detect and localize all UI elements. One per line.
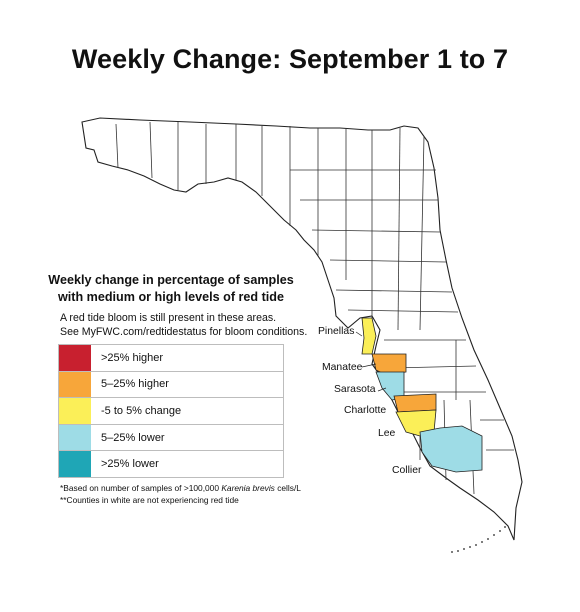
legend-table: >25% higher 5–25% higher -5 to 5% change… [58,344,284,478]
florida-outline [81,117,523,541]
county-charlotte [393,393,437,413]
legend-label: -5 to 5% change [101,404,182,417]
footnote-samples-prefix: *Based on number of samples of >100,000 [60,483,222,493]
legend-heading-line2: with medium or high levels of red tide [57,290,285,304]
footnote-samples: *Based on number of samples of >100,000 … [60,482,301,494]
legend-swatch [59,398,91,424]
page-title: Weekly Change: September 1 to 7 [71,44,509,74]
county-collier [419,425,483,473]
footnote-white-counties: **Counties in white are not experiencing… [60,495,239,506]
footnote-species: Karenia brevis [221,483,275,493]
legend-swatch [59,451,91,477]
legend-label: >25% higher [101,351,164,364]
highlighted-counties [361,317,483,473]
legend-row: 5–25% higher [59,371,283,399]
bloom-note-line1: A red tide bloom is still present in the… [60,312,277,324]
footnote-samples-suffix: cells/L [274,483,301,493]
leader-lines [355,331,387,392]
label-charlotte: Charlotte [344,405,387,416]
legend-label: >25% lower [101,458,159,471]
label-sarasota: Sarasota [334,384,376,395]
legend-row: -5 to 5% change [59,398,283,425]
label-manatee: Manatee [322,362,363,373]
label-lee: Lee [378,428,396,439]
label-pinellas: Pinellas [318,326,355,337]
legend-label: 5–25% higher [101,378,169,391]
bloom-note: A red tide bloom is still present in the… [60,311,307,339]
legend-row: >25% lower [59,451,283,478]
legend-heading: Weekly change in percentage of samples w… [40,272,302,306]
legend-heading-line1: Weekly change in percentage of samples [48,273,294,287]
bloom-note-line2: See MyFWC.com/redtidestatus for bloom co… [60,326,308,338]
florida-keys [451,526,506,553]
legend-swatch [59,424,91,451]
county-pinellas [361,317,377,355]
legend-swatch [59,371,91,398]
footnotes: *Based on number of samples of >100,000 … [60,482,301,507]
legend-row: >25% higher [59,345,283,372]
legend-row: 5–25% lower [59,424,283,452]
county-borders [115,121,514,495]
legend-label: 5–25% lower [101,431,165,444]
label-collier: Collier [392,465,422,476]
legend-swatch [59,345,91,371]
